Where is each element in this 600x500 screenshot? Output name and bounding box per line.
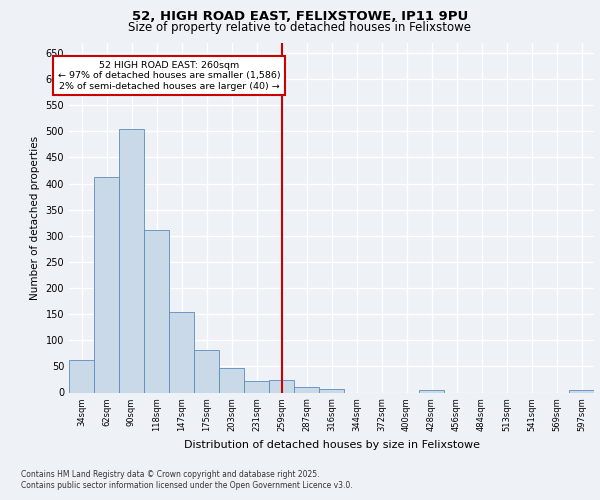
Bar [419, 390, 444, 392]
Text: 52 HIGH ROAD EAST: 260sqm
← 97% of detached houses are smaller (1,586)
2% of sem: 52 HIGH ROAD EAST: 260sqm ← 97% of detac… [58, 61, 280, 90]
Bar [569, 390, 594, 392]
Bar [219, 368, 244, 392]
Text: Contains HM Land Registry data © Crown copyright and database right 2025.: Contains HM Land Registry data © Crown c… [21, 470, 320, 479]
X-axis label: Distribution of detached houses by size in Felixstowe: Distribution of detached houses by size … [184, 440, 479, 450]
Bar [319, 389, 344, 392]
Bar [244, 381, 269, 392]
Bar [144, 230, 169, 392]
Y-axis label: Number of detached properties: Number of detached properties [30, 136, 40, 300]
Bar [269, 380, 294, 392]
Text: Size of property relative to detached houses in Felixstowe: Size of property relative to detached ho… [128, 22, 472, 35]
Text: 52, HIGH ROAD EAST, FELIXSTOWE, IP11 9PU: 52, HIGH ROAD EAST, FELIXSTOWE, IP11 9PU [132, 10, 468, 23]
Bar [169, 312, 194, 392]
Bar [294, 388, 319, 392]
Bar [94, 178, 119, 392]
Bar [119, 128, 144, 392]
Text: Contains public sector information licensed under the Open Government Licence v3: Contains public sector information licen… [21, 481, 353, 490]
Bar [69, 360, 94, 392]
Bar [194, 350, 219, 393]
